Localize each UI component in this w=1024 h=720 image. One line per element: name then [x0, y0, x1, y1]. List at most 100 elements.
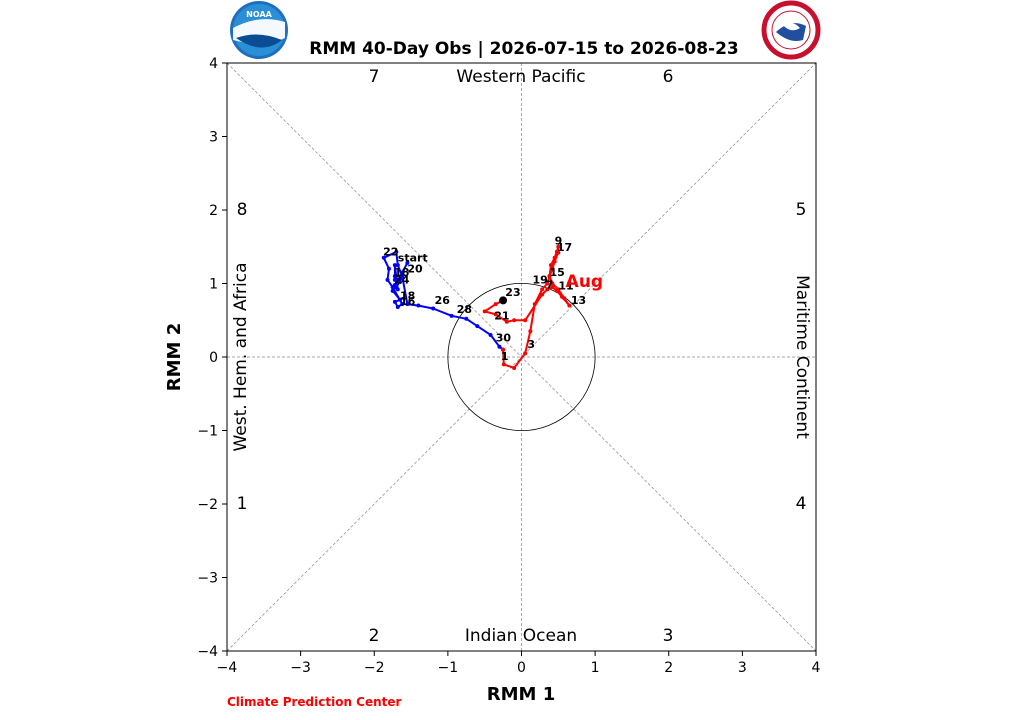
day-label: 23 [505, 286, 520, 299]
series-point [464, 316, 469, 321]
noaa-logo: NOAA [230, 1, 288, 59]
chart-title: RMM 40-Day Obs | 2026-07-15 to 2026-08-2… [309, 39, 739, 59]
series-point [392, 299, 397, 304]
x-tick-label: 0 [517, 660, 526, 676]
month-label: Aug [566, 272, 603, 292]
region-label-right: Maritime Continent [792, 275, 812, 439]
day-label: 11 [558, 279, 573, 292]
series-point [547, 274, 552, 279]
series-point [386, 266, 391, 271]
series-point [392, 277, 397, 282]
series-point [545, 281, 550, 286]
series-point [400, 270, 405, 275]
series-point [504, 319, 509, 324]
series-point [395, 305, 400, 310]
x-tick-label: −1 [438, 660, 459, 676]
phase-label-6: 6 [663, 67, 674, 87]
day-label: 21 [494, 310, 509, 323]
region-label-left: West. Hem. and Africa [231, 262, 251, 451]
x-tick-label: −2 [364, 660, 385, 676]
day-label: 18 [394, 266, 409, 279]
unit-circle [447, 282, 596, 432]
series-point [567, 303, 572, 308]
x-tick-label: 2 [664, 660, 673, 676]
y-tick-label: −3 [197, 571, 218, 587]
series-point [405, 302, 410, 307]
phase-label-3: 3 [663, 626, 674, 646]
series-point [390, 285, 395, 290]
series-point [431, 306, 436, 311]
nws-logo [761, 0, 821, 60]
phase-label-5: 5 [796, 200, 807, 220]
phase-label-4: 4 [796, 494, 807, 514]
series-point [449, 313, 454, 318]
series-point [482, 309, 487, 314]
series-point [392, 274, 397, 279]
series-point [550, 285, 555, 290]
day-label: 26 [435, 294, 451, 307]
rmm-trajectory [381, 244, 572, 371]
series-point [405, 260, 410, 265]
day-label: 16 [400, 295, 416, 308]
x-tick-label: 3 [738, 660, 747, 676]
series-point [493, 312, 498, 317]
series-point [493, 302, 498, 307]
x-tick-label: −4 [217, 660, 238, 676]
phase-label-2: 2 [369, 626, 380, 646]
region-label-bottom: Indian Ocean [465, 626, 577, 646]
day-label: 19 [533, 274, 548, 287]
series-point [559, 294, 564, 299]
series-point [540, 292, 545, 297]
series-point [400, 302, 405, 307]
series-point [501, 347, 506, 352]
series-point [395, 263, 400, 268]
x-tick-label: −3 [290, 660, 311, 676]
credit-text: Climate Prediction Center [227, 695, 402, 709]
y-tick-label: −1 [197, 424, 218, 440]
day-label: 20 [407, 262, 423, 275]
series-point [394, 285, 399, 290]
series-point [398, 280, 403, 285]
x-axis-label: RMM 1 [487, 684, 555, 705]
series-point [416, 303, 421, 308]
day-label: 9 [555, 235, 563, 248]
y-tick-label: 1 [209, 277, 218, 293]
day-label: 3 [527, 338, 535, 351]
series-point [548, 263, 553, 268]
series-point [385, 277, 390, 282]
series-point [381, 255, 386, 260]
series-point [488, 332, 493, 337]
series-point [390, 288, 395, 293]
series-point [556, 244, 561, 249]
series-point [552, 255, 557, 260]
series-point [540, 287, 545, 292]
y-tick-label: 0 [209, 350, 218, 366]
series-point [523, 318, 528, 323]
day-label: 30 [496, 332, 512, 345]
series-point [392, 263, 397, 268]
series-point [556, 250, 561, 255]
phase-label-8: 8 [237, 200, 248, 220]
day-label: 15 [549, 266, 564, 279]
series-point [501, 362, 506, 367]
phase-label-1: 1 [237, 494, 248, 514]
series-point [398, 297, 403, 302]
series-point [475, 324, 480, 329]
series-point [532, 302, 537, 307]
y-tick-label: 3 [209, 130, 218, 146]
series-point [497, 344, 502, 349]
series-point [394, 249, 399, 254]
series-point [554, 288, 559, 293]
y-tick-label: 2 [209, 203, 218, 219]
day-label: 7 [546, 279, 554, 292]
day-label: 22 [383, 246, 398, 259]
series-point [523, 351, 528, 356]
day-label: 17 [557, 241, 572, 254]
series-point [512, 318, 517, 323]
noaa-logo-text: NOAA [246, 10, 272, 19]
x-axis-ticks: −4 −3 −2 −1 0 1 2 3 4 [217, 651, 821, 676]
y-axis-ticks: −4 −3 −2 −1 0 1 2 3 4 [197, 56, 227, 660]
day-label: 24 [394, 274, 410, 287]
region-label-top: Western Pacific [456, 67, 585, 87]
